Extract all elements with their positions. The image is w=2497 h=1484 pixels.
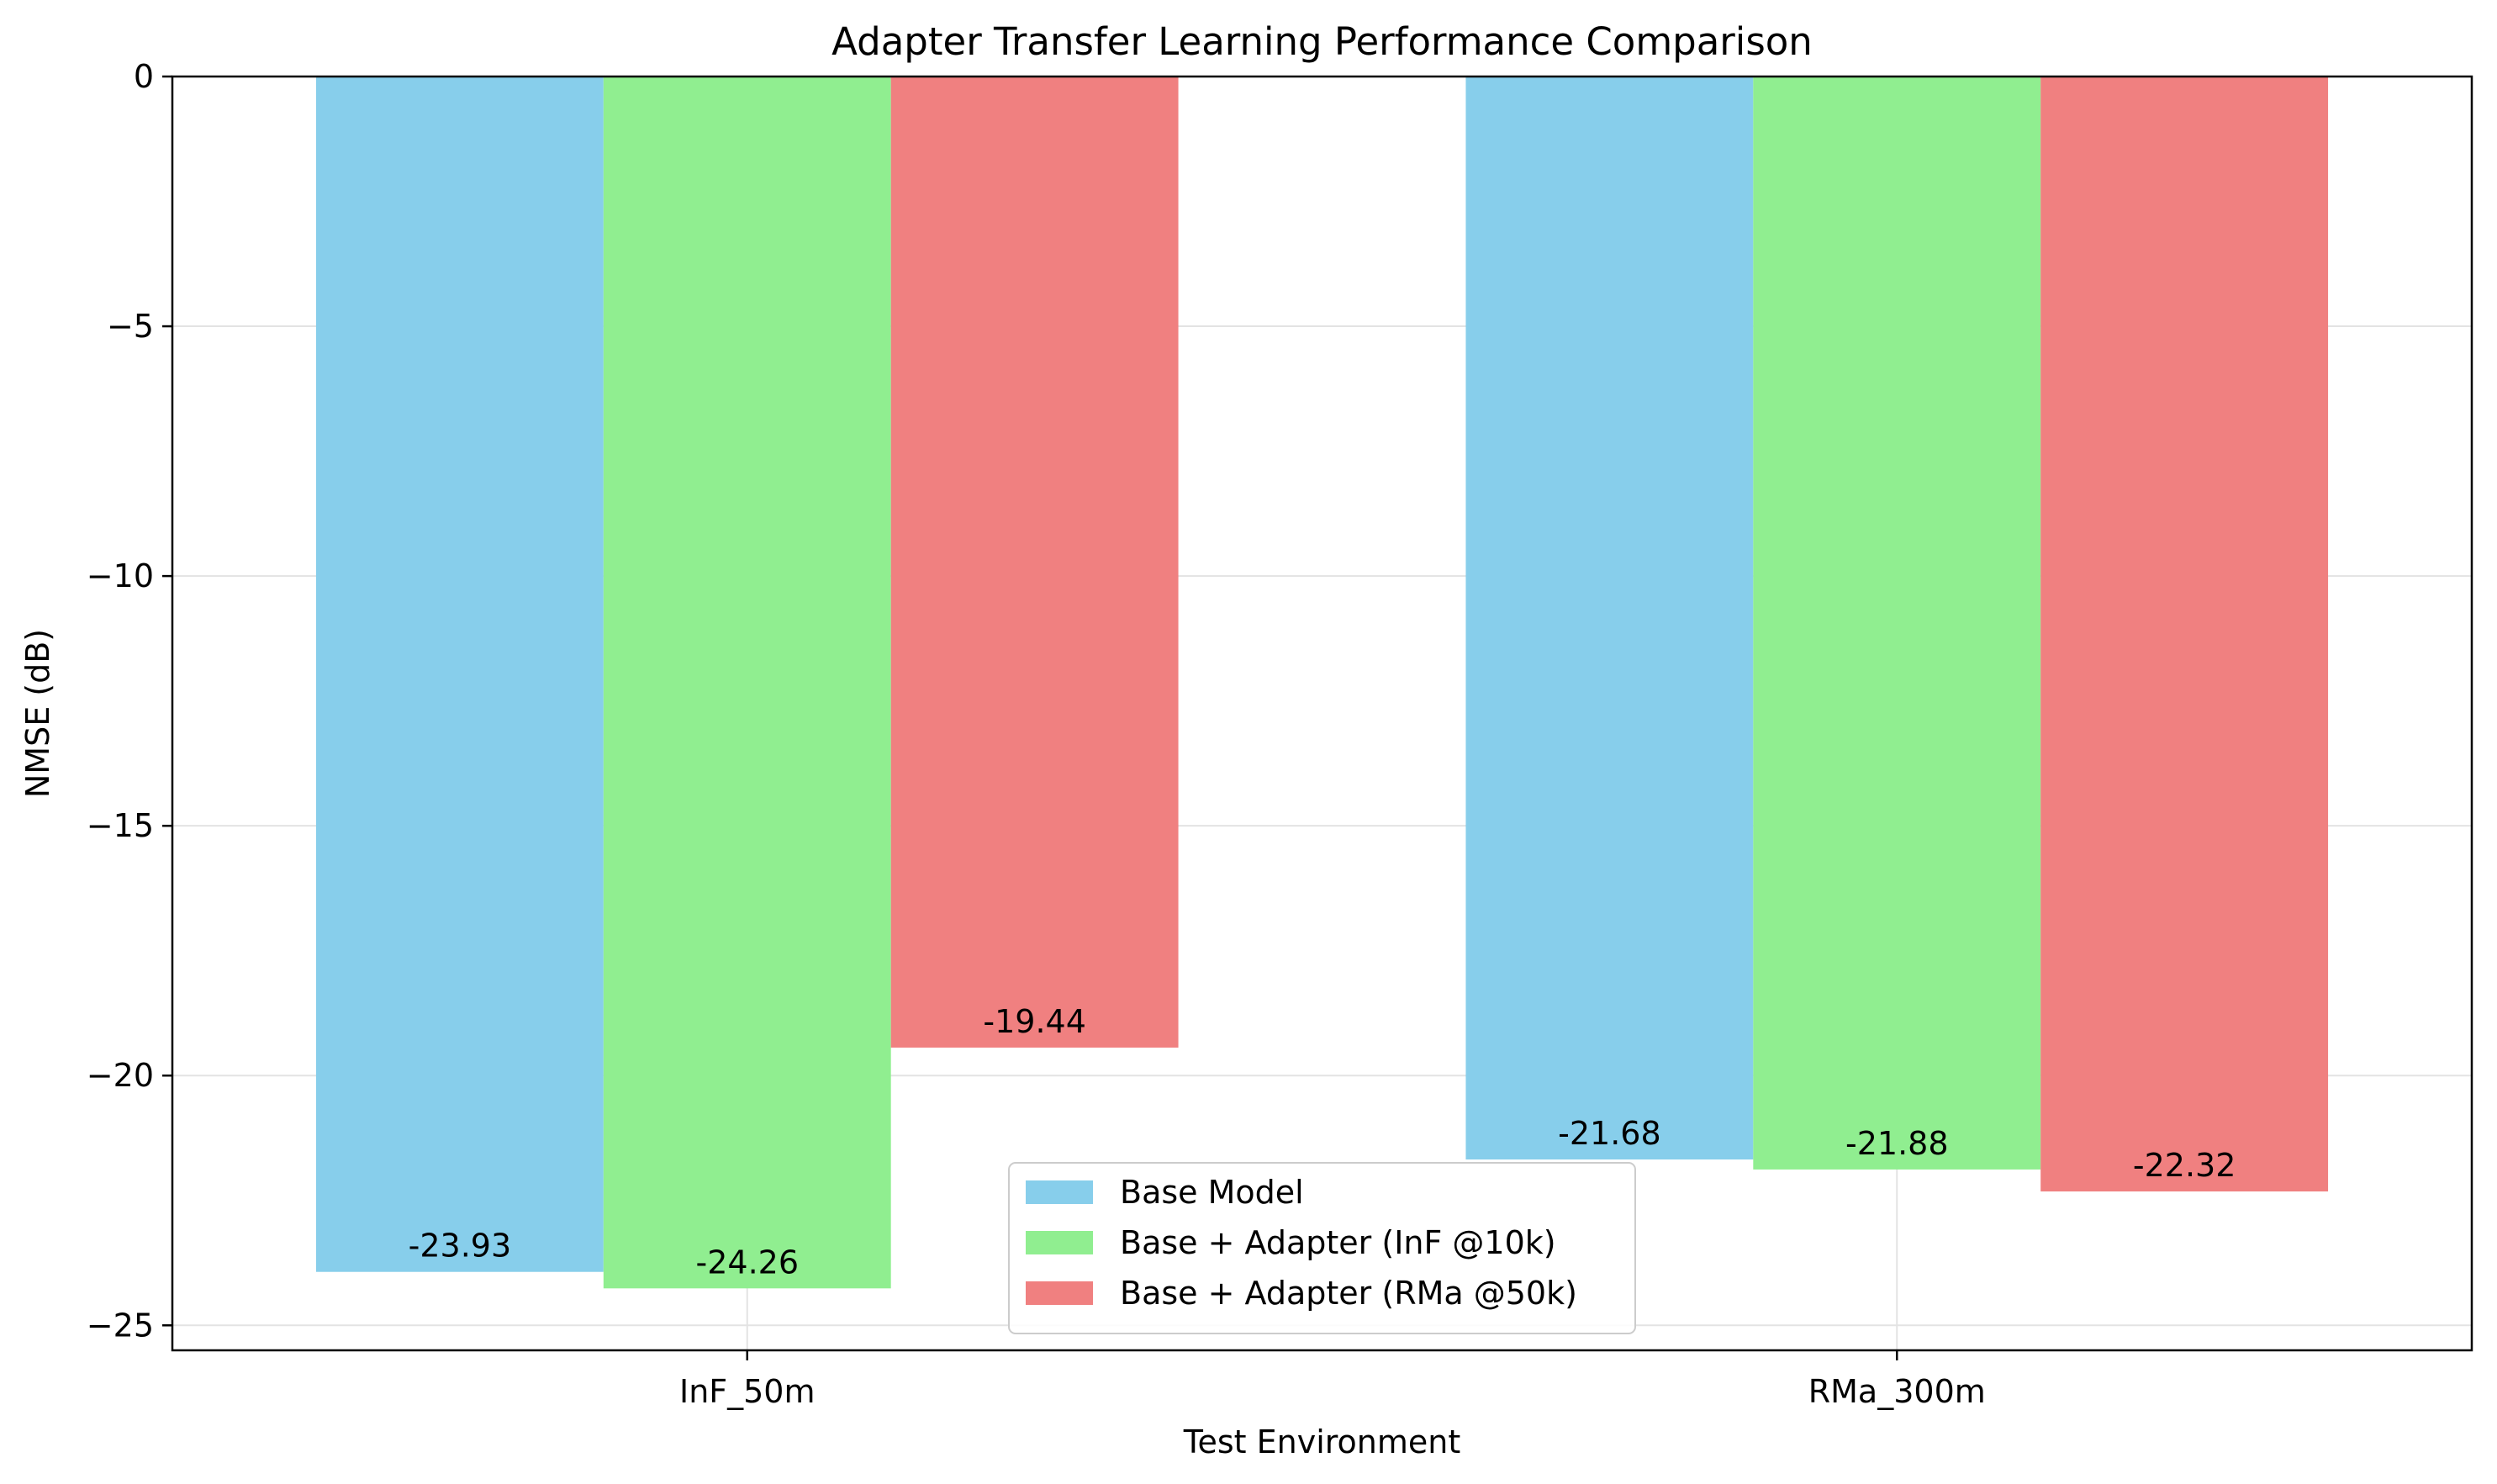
y-axis-title: NMSE (dB): [19, 629, 56, 798]
bar: [2040, 77, 2329, 1192]
data-labels: -23.93 -21.68 -24.26 -21.88 -19.44 -22.32: [409, 1003, 2236, 1281]
x-axis-title: Test Environment: [1183, 1423, 1461, 1460]
bar: [603, 77, 891, 1289]
bars: [315, 77, 2329, 1289]
y-tick-label: −20: [87, 1057, 154, 1094]
y-tick-label: −5: [107, 308, 154, 345]
legend-swatch: [1026, 1281, 1093, 1305]
legend-box: [1008, 1162, 1636, 1334]
axis-ticks: 0 −5 −10 −15 −20 −25 InF_50m RMa_300m: [87, 58, 1986, 1410]
plot-frame: [171, 75, 2473, 1352]
legend-label: Base + Adapter (InF @10k): [1120, 1224, 1556, 1261]
legend: Base Model Base + Adapter (InF @10k) Base …: [1008, 1162, 1636, 1334]
bar-value-label: -23.93: [409, 1228, 512, 1265]
bar: [315, 77, 604, 1272]
bar-value-label: -22.32: [2133, 1147, 2236, 1184]
bar: [890, 77, 1179, 1048]
y-tick-label: −15: [87, 807, 154, 844]
y-tick-label: −10: [87, 557, 154, 594]
bar-value-label: -19.44: [983, 1003, 1086, 1040]
legend-swatch: [1026, 1180, 1093, 1204]
bar: [1465, 77, 1754, 1160]
y-tick-label: −25: [87, 1307, 154, 1344]
chart-title: Adapter Transfer Learning Performance Co…: [831, 19, 1813, 64]
y-tick-label: 0: [134, 58, 154, 95]
legend-label: Base + Adapter (RMa @50k): [1120, 1275, 1577, 1312]
x-tick-label: RMa_300m: [1808, 1373, 1986, 1410]
bar-value-label: -24.26: [696, 1244, 800, 1281]
bar-value-label: -21.88: [1845, 1125, 1949, 1162]
x-tick-label: InF_50m: [679, 1373, 816, 1410]
legend-swatch: [1026, 1231, 1093, 1254]
bar-value-label: -21.68: [1558, 1115, 1661, 1152]
legend-label: Base Model: [1120, 1174, 1304, 1211]
bar: [1753, 77, 2041, 1170]
